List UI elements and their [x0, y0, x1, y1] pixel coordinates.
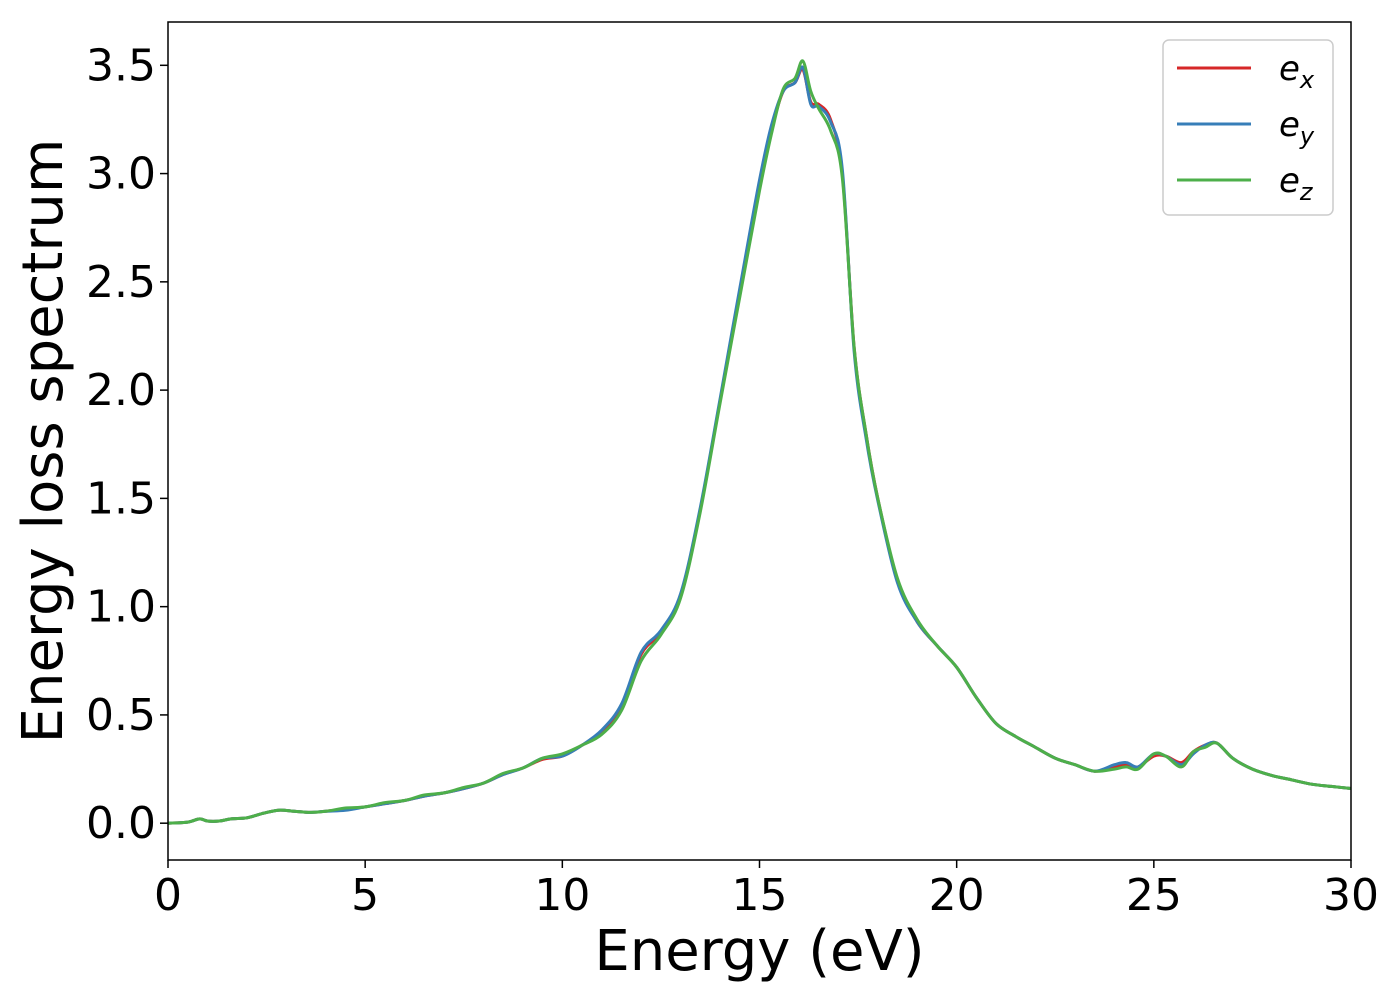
- x-tick-label: 15: [732, 870, 788, 921]
- y-tick-label: 1.0: [86, 582, 156, 633]
- x-axis-ticks: 0 5 10 15 20 25 30: [154, 860, 1379, 921]
- x-tick-label: 20: [929, 870, 985, 921]
- y-tick-label: 2.0: [86, 365, 156, 416]
- y-tick-label: 3.0: [86, 149, 156, 200]
- x-tick-label: 10: [534, 870, 590, 921]
- y-tick-label: 3.5: [86, 40, 156, 91]
- y-axis-label: Energy loss spectrum: [11, 139, 76, 744]
- y-tick-label: 2.5: [86, 257, 156, 308]
- x-tick-label: 25: [1126, 870, 1182, 921]
- x-axis-label: Energy (eV): [594, 919, 924, 984]
- y-axis-ticks: 0.0 0.5 1.0 1.5 2.0 2.5 3.0 3.5: [86, 40, 168, 849]
- y-tick-label: 0.5: [86, 690, 156, 741]
- legend-label-ez: ez: [1279, 161, 1314, 206]
- x-tick-label: 30: [1323, 870, 1379, 921]
- legend-box: [1162, 39, 1334, 216]
- y-tick-label: 1.5: [86, 473, 156, 524]
- x-tick-label: 5: [351, 870, 379, 921]
- series-line-e-z: [167, 59, 1352, 825]
- legend-label-ex: ex: [1279, 49, 1315, 94]
- y-tick-label: 0.0: [86, 798, 156, 849]
- x-tick-label: 0: [154, 870, 182, 921]
- legend: ex ey ez: [1162, 39, 1334, 216]
- legend-label-ey: ey: [1279, 105, 1315, 150]
- series-layer: [167, 59, 1352, 825]
